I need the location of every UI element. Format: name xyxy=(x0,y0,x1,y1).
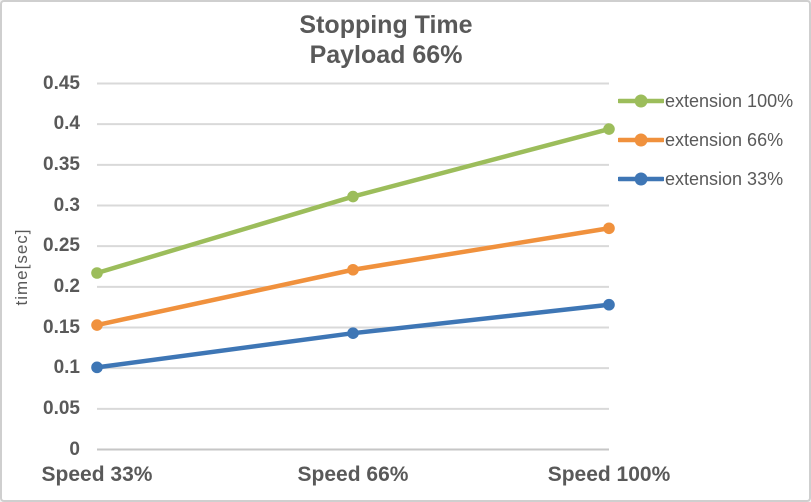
chart-title: Stopping Time xyxy=(299,11,473,39)
legend-label: extension 100% xyxy=(665,90,794,111)
legend-item-extension-100-: extension 100% xyxy=(618,89,793,113)
y-tick-label: 0.45 xyxy=(43,72,80,94)
legend-marker-icon xyxy=(618,172,664,186)
y-tick-label: 0.3 xyxy=(53,194,80,216)
legend-marker-icon xyxy=(618,133,664,147)
y-tick-label: 0 xyxy=(69,438,80,460)
data-point-marker xyxy=(603,222,615,235)
y-tick-label: 0.4 xyxy=(53,113,80,135)
data-point-marker xyxy=(347,327,359,339)
y-tick-label: 0.1 xyxy=(53,357,80,379)
data-point-marker xyxy=(347,263,359,276)
chart-title-block: Stopping Time Payload 66% xyxy=(2,10,770,70)
legend-label: extension 33% xyxy=(665,168,784,189)
legend-marker-icon xyxy=(618,94,664,108)
y-tick-label: 0.05 xyxy=(43,397,80,419)
legend-item-extension-66-: extension 66% xyxy=(618,128,783,152)
legend-label: extension 66% xyxy=(665,129,784,150)
y-tick-label: 0.15 xyxy=(43,316,80,338)
x-axis-category-label: Speed 100% xyxy=(547,463,671,486)
data-point-marker xyxy=(347,190,359,203)
data-point-marker xyxy=(91,361,103,374)
y-tick-label: 0.2 xyxy=(53,275,80,297)
data-point-marker xyxy=(603,123,615,135)
series-line-extension-66- xyxy=(94,226,612,328)
legend-item-extension-33-: extension 33% xyxy=(618,167,783,191)
data-point-marker xyxy=(91,267,103,279)
x-axis-category-label: Speed 66% xyxy=(297,463,409,486)
x-axis-category-label: Speed 33% xyxy=(41,463,153,486)
data-point-marker xyxy=(603,298,615,311)
chart-subtitle: Payload 66% xyxy=(309,41,463,69)
y-tick-label: 0.25 xyxy=(43,235,80,257)
data-point-marker xyxy=(91,319,103,331)
y-tick-label: 0.35 xyxy=(43,153,80,175)
